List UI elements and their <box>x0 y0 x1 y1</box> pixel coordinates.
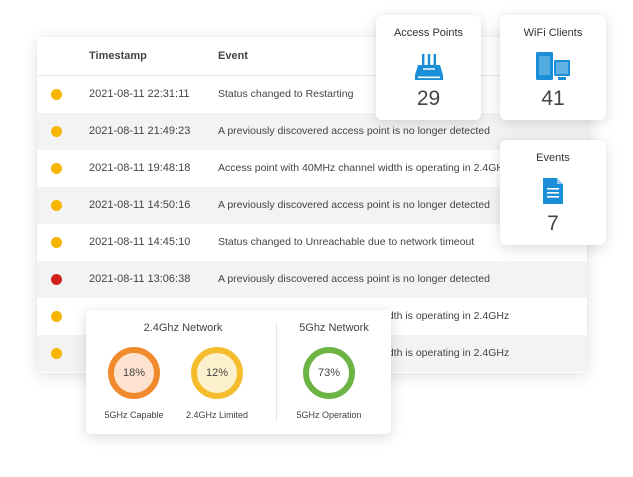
warning-status-dot <box>51 200 62 211</box>
timestamp-cell: 2021-08-11 14:50:16 <box>89 199 191 211</box>
timestamp-cell: 2021-08-11 22:31:11 <box>89 88 190 100</box>
event-cell: A previously discovered access point is … <box>218 199 490 211</box>
24ghz-limited-ring: 12% <box>191 347 243 399</box>
timestamp-cell: 2021-08-11 13:06:38 <box>89 273 191 285</box>
timestamp-cell: 2021-08-11 19:48:18 <box>89 162 191 174</box>
table-row[interactable]: 2021-08-11 13:06:38 A previously discove… <box>37 261 587 298</box>
events-title: Events <box>536 152 570 164</box>
event-column-header[interactable]: Event <box>218 50 248 62</box>
5ghz-operation-ring: 73% <box>303 347 355 399</box>
devices-icon <box>534 50 572 87</box>
event-cell: Access point with 40MHz channel width is… <box>218 162 510 174</box>
event-cell: Status changed to Unreachable due to net… <box>218 236 475 248</box>
document-icon <box>542 177 564 210</box>
warning-status-dot <box>51 311 62 322</box>
table-row[interactable]: 2021-08-11 14:45:10 Status changed to Un… <box>37 224 587 261</box>
timestamp-cell: 2021-08-11 14:45:10 <box>89 236 191 248</box>
table-header: Timestamp Event <box>37 37 587 76</box>
wifi-clients-card[interactable]: WiFi Clients 41 <box>500 15 606 120</box>
timestamp-cell: 2021-08-11 21:49:23 <box>89 125 191 137</box>
warning-status-dot <box>51 163 62 174</box>
table-row[interactable]: 2021-08-11 21:49:23 A previously discove… <box>37 113 587 150</box>
router-icon <box>414 53 444 86</box>
wifi-clients-title: WiFi Clients <box>523 27 583 39</box>
24ghz-limited-label: 2.4GHz Limited <box>185 410 249 420</box>
band-24-title: 2.4Ghz Network <box>143 322 223 334</box>
warning-status-dot <box>51 89 62 100</box>
network-summary-card: 2.4Ghz Network 5Ghz Network 18% 5GHz Cap… <box>86 310 391 434</box>
wifi-clients-count: 41 <box>541 87 565 110</box>
event-table: Timestamp Event 2021-08-11 22:31:11 Stat… <box>37 37 587 373</box>
network-divider <box>276 322 277 422</box>
event-cell: Status changed to Restarting <box>218 88 354 100</box>
event-cell: A previously discovered access point is … <box>218 125 490 137</box>
24ghz-limited-value: 12% <box>205 367 229 379</box>
5ghz-operation-value: 73% <box>317 367 341 379</box>
5ghz-capable-value: 18% <box>122 367 146 379</box>
5ghz-capable-ring: 18% <box>108 347 160 399</box>
band-5-title: 5Ghz Network <box>299 322 369 334</box>
access-points-count: 29 <box>416 87 441 110</box>
event-cell: A previously discovered access point is … <box>218 273 490 285</box>
5ghz-operation-label: 5GHz Operation <box>296 410 362 420</box>
table-row[interactable]: 2021-08-11 19:48:18 Access point with 40… <box>37 150 587 187</box>
warning-status-dot <box>51 126 62 137</box>
table-row[interactable]: 2021-08-11 14:50:16 A previously discove… <box>37 187 587 224</box>
warning-status-dot <box>51 237 62 248</box>
access-points-card[interactable]: Access Points 29 <box>376 15 481 120</box>
warning-status-dot <box>51 348 62 359</box>
table-row[interactable]: 2021-08-11 22:31:11 Status changed to Re… <box>37 76 587 113</box>
timestamp-column-header[interactable]: Timestamp <box>89 50 147 62</box>
access-points-title: Access Points <box>393 27 464 39</box>
5ghz-capable-label: 5GHz Capable <box>104 410 164 420</box>
critical-status-dot <box>51 274 62 285</box>
events-count: 7 <box>547 212 559 235</box>
table-body: 2021-08-11 22:31:11 Status changed to Re… <box>37 76 587 372</box>
events-card[interactable]: Events 7 <box>500 140 606 245</box>
